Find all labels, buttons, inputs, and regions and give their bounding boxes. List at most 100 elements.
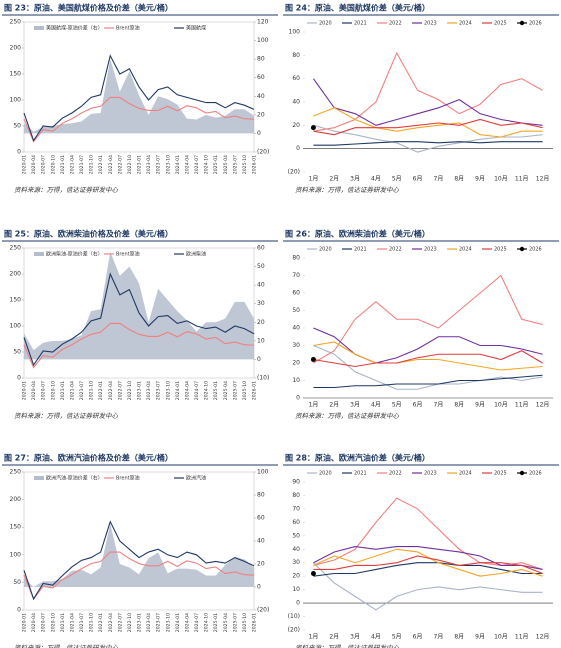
x-tick-label: 2022-07 <box>117 381 123 400</box>
y2-tick-label: 60 <box>257 245 265 252</box>
x-tick-label: 2021-07 <box>79 155 85 174</box>
x-tick-label: 12月 <box>536 176 550 183</box>
legend-label: Brent原油 <box>116 475 140 482</box>
legend-label: 欧洲柴油 <box>186 251 206 258</box>
y-tick-label: 20 <box>292 360 300 367</box>
x-tick-label: 5月 <box>392 634 402 641</box>
x-tick-label: 2025-01 <box>213 155 219 174</box>
x-tick-label: 2021-04 <box>69 381 75 400</box>
x-tick-label: 2022-01 <box>98 381 104 400</box>
legend-label: 2025 <box>494 21 507 27</box>
legend-marker <box>519 470 525 476</box>
source-note: 资料来源：万得，信达证券研发中心 <box>295 412 400 420</box>
x-tick-label: 6月 <box>413 176 423 183</box>
chart-title: 图 24：原油、美国航煤价差（美元/桶） <box>285 3 430 13</box>
x-tick-label: 2020-01 <box>22 381 28 400</box>
y-tick-label: 40 <box>292 99 300 106</box>
x-tick-label: 2024-01 <box>175 381 181 400</box>
x-tick-label: 2022-10 <box>127 613 133 632</box>
x-tick-label: 4月 <box>371 402 381 409</box>
y-tick-label: 80 <box>292 255 300 262</box>
legend-label: 2023 <box>424 471 437 477</box>
x-tick-label: 2022-10 <box>127 381 133 400</box>
x-tick-label: 7月 <box>434 176 444 183</box>
legend-label: 2022 <box>389 21 402 27</box>
y-tick-label: (10) <box>288 613 300 620</box>
x-tick-label: 2022-04 <box>108 155 114 174</box>
y2-tick-label: 0 <box>257 584 261 591</box>
x-tick-label: 8月 <box>454 176 464 183</box>
legend-label: Brent原油 <box>116 251 140 258</box>
series-line <box>313 548 543 577</box>
y-tick-label: 250 <box>10 469 22 476</box>
legend-swatch <box>34 26 44 30</box>
x-tick-label: 2025-04 <box>223 381 229 400</box>
x-tick-label: 4月 <box>371 176 381 183</box>
y-tick-label: 100 <box>289 29 301 36</box>
y2-tick-label: (10) <box>257 375 269 382</box>
x-tick-label: 2021-01 <box>60 613 66 632</box>
legend-swatch <box>34 252 44 256</box>
x-tick-label: 2月 <box>329 402 339 409</box>
plot-frame <box>23 21 255 153</box>
y-tick-label: 0 <box>296 395 300 402</box>
x-tick-label: 11月 <box>515 634 529 641</box>
x-tick-label: 1月 <box>309 176 319 183</box>
x-tick-label: 2月 <box>329 176 339 183</box>
legend-label: 2026 <box>529 21 542 27</box>
x-tick-label: 2023-01 <box>137 613 143 632</box>
x-tick-label: 2024-10 <box>204 613 210 632</box>
y2-tick-label: 30 <box>257 300 265 307</box>
y-tick-label: 30 <box>292 559 300 566</box>
x-tick-label: 2月 <box>329 634 339 641</box>
x-tick-label: 2020-04 <box>31 155 37 174</box>
x-tick-label: 2025-01 <box>213 613 219 632</box>
x-tick-label: 3月 <box>350 634 360 641</box>
y-tick-label: 60 <box>292 75 300 82</box>
x-tick-label: 7月 <box>434 402 444 409</box>
x-tick-label: 6月 <box>413 634 423 641</box>
x-tick-label: 2025-01 <box>213 381 219 400</box>
y-tick-label: 100 <box>10 97 22 104</box>
legend-label: 2023 <box>424 21 437 27</box>
x-tick-label: 2023-04 <box>146 155 152 174</box>
x-tick-label: 2025-07 <box>232 613 238 632</box>
x-tick-label: 2023-07 <box>156 613 162 632</box>
series-line <box>23 322 255 369</box>
y-tick-label: 60 <box>292 519 300 526</box>
x-tick-label: 10月 <box>494 176 508 183</box>
x-tick-label: 4月 <box>371 634 381 641</box>
y2-tick-label: 120 <box>257 19 269 26</box>
x-tick-label: 11月 <box>515 176 529 183</box>
y-tick-label: 50 <box>13 349 21 356</box>
y2-tick-label: 100 <box>257 469 269 476</box>
y-tick-label: 50 <box>292 307 300 314</box>
y2-tick-label: 20 <box>257 111 265 118</box>
x-tick-label: 2026-01 <box>252 155 258 174</box>
y2-tick-label: 60 <box>257 74 265 81</box>
y-tick-label: 150 <box>10 297 22 304</box>
plot-frame <box>23 247 255 379</box>
point <box>310 357 316 362</box>
x-tick-label: 5月 <box>392 402 402 409</box>
legend-marker <box>519 20 525 26</box>
y2-tick-label: (20) <box>257 149 269 156</box>
x-tick-label: 2022-01 <box>98 613 104 632</box>
y-tick-label: 10 <box>292 586 300 593</box>
y2-tick-label: 20 <box>257 561 265 568</box>
x-tick-label: 2024-04 <box>184 613 190 632</box>
series-line <box>313 327 543 364</box>
x-tick-label: 1月 <box>309 402 319 409</box>
x-tick-label: 2023-10 <box>165 155 171 174</box>
x-tick-label: 2025-10 <box>242 381 248 400</box>
y-tick-label: 80 <box>292 52 300 59</box>
y-tick-label: 70 <box>292 272 300 279</box>
legend-label: 2026 <box>529 247 542 253</box>
y2-tick-label: 60 <box>257 515 265 522</box>
y-tick-label: 200 <box>10 45 22 52</box>
y-tick-label: 100 <box>10 551 22 558</box>
y2-tick-label: 40 <box>257 282 265 289</box>
x-tick-label: 2024-01 <box>175 613 181 632</box>
x-tick-label: 2021-10 <box>89 613 95 632</box>
x-tick-label: 6月 <box>413 402 423 409</box>
